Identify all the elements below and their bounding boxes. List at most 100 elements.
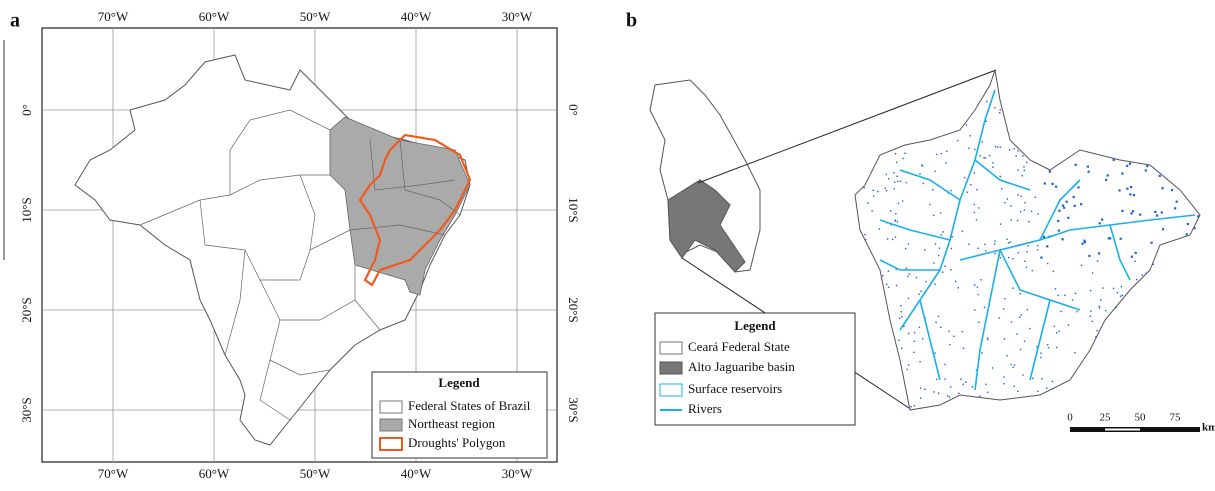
reservoir [896,176,897,177]
reservoir [957,140,958,141]
reservoir [987,339,988,340]
reservoir [1092,272,1093,273]
reservoir [918,294,919,295]
reservoir [1135,252,1137,254]
reservoir [1129,193,1131,195]
legend-swatch [380,401,402,413]
reservoir [989,155,990,156]
reservoir [914,332,915,333]
reservoir [1013,148,1014,149]
reservoir [966,124,967,125]
reservoir [1010,364,1011,365]
reservoir [992,367,993,368]
reservoir [1075,293,1076,294]
lat-label: 0° [566,104,581,116]
legend-item: Northeast region [408,416,496,431]
reservoir [941,234,942,235]
reservoir [919,361,920,362]
reservoir [908,333,909,334]
reservoir [945,266,946,267]
reservoir [1126,165,1128,167]
reservoir [992,166,993,167]
reservoir [962,384,963,385]
reservoir [864,234,865,235]
reservoir [1040,357,1041,358]
reservoir [977,294,978,295]
reservoir [1016,333,1017,334]
reservoir [1058,331,1059,332]
reservoir [979,155,980,156]
reservoir [1024,202,1025,203]
reservoir [934,352,935,353]
reservoir [1054,326,1055,327]
reservoir [999,112,1000,113]
reservoir [1023,166,1024,167]
reservoir [1088,255,1090,257]
reservoir [895,236,896,237]
reservoir [1010,205,1011,206]
reservoir [935,322,936,323]
reservoir [962,231,963,232]
reservoir [920,387,921,388]
reservoir [1046,387,1047,388]
reservoir [890,210,891,211]
lon-label: 30°W [502,9,533,24]
reservoir [974,172,975,173]
reservoir [1057,295,1058,296]
reservoir [1145,169,1147,171]
reservoir [1022,374,1023,375]
reservoir [994,107,995,108]
reservoir [969,135,970,136]
reservoir [1011,219,1012,220]
reservoir [1053,271,1054,272]
reservoir [894,188,895,189]
reservoir [1139,214,1141,216]
reservoir [877,191,878,192]
reservoir [1107,174,1109,176]
legend-item: Droughts' Polygon [408,435,506,450]
reservoir [1101,218,1103,220]
reservoir [1019,317,1020,318]
reservoir [1051,183,1053,185]
reservoir [1020,196,1021,197]
reservoir [898,203,899,204]
reservoir [948,331,949,332]
reservoir [1008,242,1009,243]
reservoir [911,406,912,407]
figure: a Legend Federal States of Brazil Northe… [0,0,1215,491]
reservoir [919,327,920,328]
reservoir [893,172,894,173]
reservoir [1024,341,1025,342]
reservoir [1044,182,1046,184]
reservoir [899,318,900,319]
lat-label: 0° [19,104,34,116]
reservoir [1047,344,1048,345]
reservoir [1028,221,1029,222]
reservoir [925,281,926,282]
reservoir [865,239,866,240]
reservoir [908,364,909,365]
reservoir [1171,189,1173,191]
reservoir [1064,294,1065,295]
reservoir [1099,306,1100,307]
basin-outline [855,70,1200,410]
scale-label: 50 [1135,412,1147,424]
reservoir [895,153,896,154]
reservoir [885,188,886,189]
legend-item: Ceará Federal State [688,339,790,354]
reservoir [909,273,910,274]
reservoir [1096,330,1097,331]
reservoir [1131,256,1133,258]
reservoir [1055,288,1056,289]
reservoir [1026,162,1027,163]
reservoir [1095,336,1096,337]
reservoir [1007,198,1008,199]
reservoir [1142,274,1143,275]
reservoir [1049,170,1051,172]
reservoir [922,338,923,339]
legend-item: Alto Jaguaribe basin [688,359,795,374]
reservoir [1133,194,1135,196]
reservoir [900,305,901,306]
reservoir [1073,196,1075,198]
reservoir [987,337,988,338]
